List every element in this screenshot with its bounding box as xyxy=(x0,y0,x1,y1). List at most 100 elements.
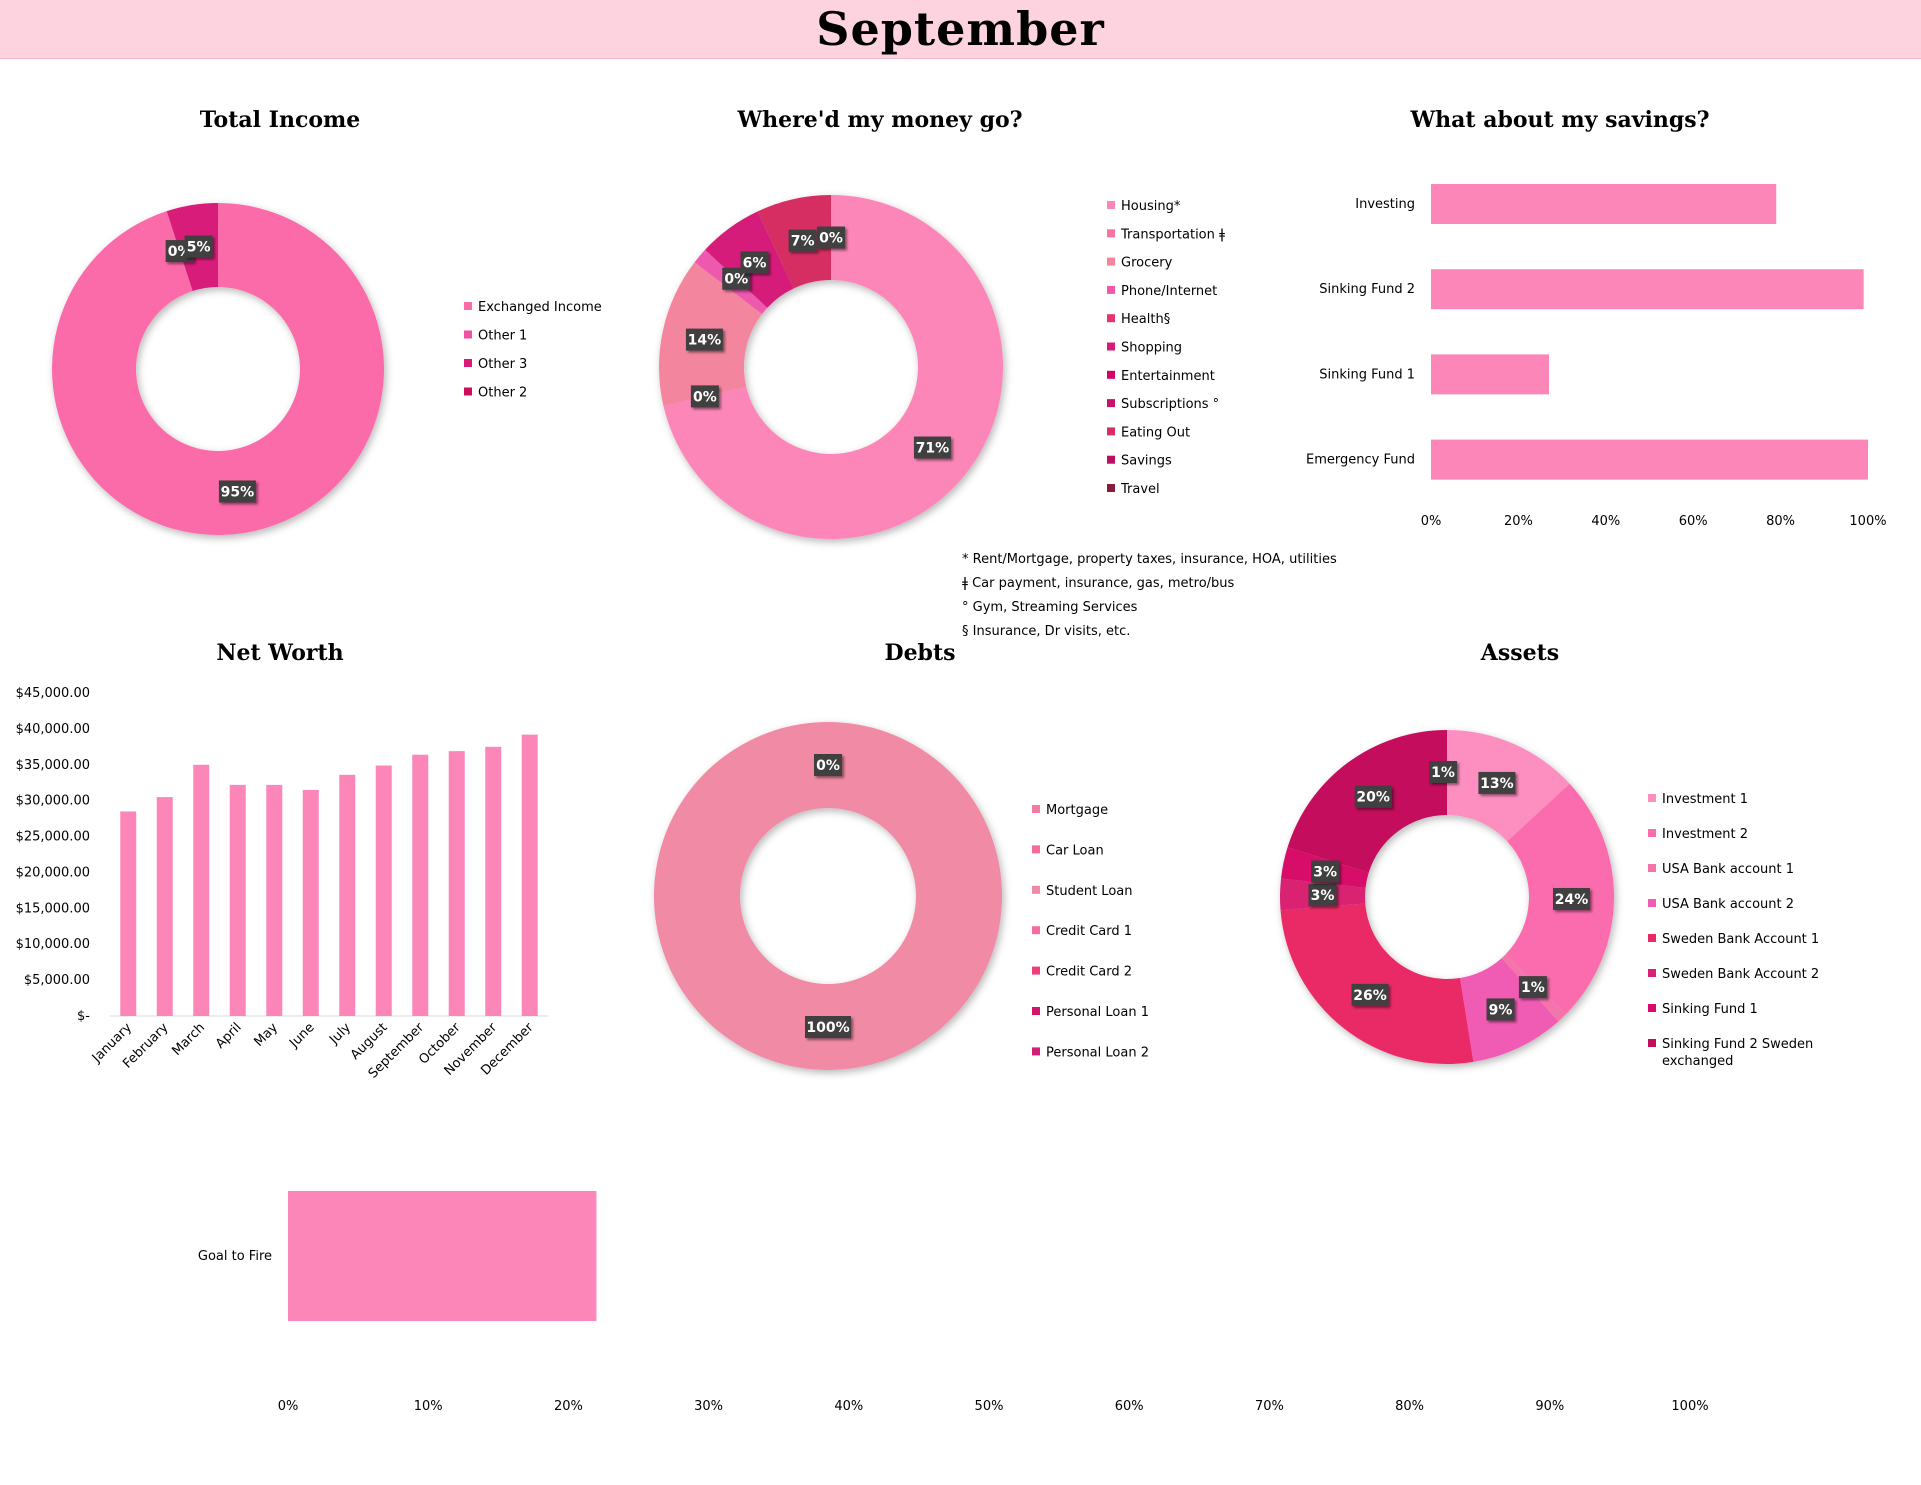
assets-data-label-1-text: 24% xyxy=(1555,892,1589,908)
savings-chart-title: What about my savings? xyxy=(1410,107,1710,133)
spending-chart-title: Where'd my money go? xyxy=(737,107,1023,133)
spending-data-label-10-text: 0% xyxy=(819,231,843,247)
assets-data-label-7-box xyxy=(1354,785,1392,808)
spending-legend-label-6: Entertainment xyxy=(1121,369,1215,384)
assets-data-label-3: 9% xyxy=(1486,998,1515,1021)
networth-y-tick-4: $20,000.00 xyxy=(16,865,90,880)
assets-legend-label-2: USA Bank account 1 xyxy=(1662,862,1794,877)
income-legend-swatch-2 xyxy=(464,359,472,367)
fire-x-tick-5: 50% xyxy=(975,1399,1004,1414)
networth-x-tick-6: July xyxy=(326,1020,354,1048)
assets-data-label-6-box xyxy=(1311,860,1340,883)
assets-legend-label-7: Sinking Fund 2 Sweden xyxy=(1662,1037,1813,1052)
spending-data-label-5-text: 6% xyxy=(743,255,767,271)
assets-data-label-3-text: 9% xyxy=(1489,1002,1513,1018)
debts-legend-label-1: Car Loan xyxy=(1046,843,1104,858)
networth-bar-4 xyxy=(266,784,283,1016)
assets-data-label-extra-text: 1% xyxy=(1431,765,1455,781)
networth-y-tick-6: $30,000.00 xyxy=(16,794,90,809)
debts-legend-swatch-5 xyxy=(1032,1007,1040,1015)
savings-x-tick-5: 100% xyxy=(1849,514,1886,529)
assets-legend-label-4: Sweden Bank Account 1 xyxy=(1662,932,1819,947)
savings-x-tick-0: 0% xyxy=(1421,514,1442,529)
assets-legend-swatch-3 xyxy=(1648,899,1656,907)
networth-y-tick-3: $15,000.00 xyxy=(16,901,90,916)
assets-data-label-1-box xyxy=(1552,887,1590,910)
fire-x-tick-2: 20% xyxy=(554,1399,583,1414)
debts-legend-swatch-0 xyxy=(1032,805,1040,813)
assets-data-label-5: 3% xyxy=(1308,884,1337,907)
assets-legend-label-0: Investment 1 xyxy=(1662,792,1748,807)
networth-x-tick-4: May xyxy=(251,1020,281,1050)
savings-category-label-0: Investing xyxy=(1355,197,1415,212)
assets-data-label-0-text: 13% xyxy=(1480,776,1514,792)
networth-bar-1 xyxy=(156,797,173,1016)
networth-bar-6 xyxy=(339,774,356,1016)
income-legend-swatch-1 xyxy=(464,330,472,339)
assets-legend-label-5: Sweden Bank Account 2 xyxy=(1662,967,1819,982)
income-data-label-2-box xyxy=(184,235,213,258)
title-banner xyxy=(0,0,1921,59)
spending-footnotes: * Rent/Mortgage, property taxes, insuran… xyxy=(962,548,1337,644)
spending-data-label-1-box xyxy=(690,385,719,408)
networth-bar-7 xyxy=(375,765,392,1016)
spending-data-label-0-box xyxy=(913,436,951,459)
debts-legend-label-2: Student Loan xyxy=(1046,884,1132,899)
savings-x-tick-1: 20% xyxy=(1504,514,1533,529)
assets-data-label-5-text: 3% xyxy=(1311,888,1335,904)
networth-chart-title: Net Worth xyxy=(216,640,344,666)
savings-x-tick-3: 60% xyxy=(1679,514,1708,529)
fire-x-tick-0: 0% xyxy=(278,1399,299,1414)
income-legend-swatch-0 xyxy=(464,302,472,310)
income-legend-label-2: Other 3 xyxy=(478,357,527,372)
networth-y-tick-7: $35,000.00 xyxy=(16,758,90,773)
assets-legend-swatch-5 xyxy=(1648,969,1656,977)
spending-legend-label-3: Phone/Internet xyxy=(1121,284,1217,299)
assets-data-label-extra: 1% xyxy=(1429,761,1457,783)
assets-legend-swatch-1 xyxy=(1648,829,1656,837)
spending-legend-swatch-4 xyxy=(1107,314,1115,323)
fire-goal-bar xyxy=(288,1191,597,1321)
income-data-label-0-text: 95% xyxy=(221,484,255,500)
savings-category-label-2: Sinking Fund 1 xyxy=(1319,367,1415,382)
fire-x-tick-4: 40% xyxy=(834,1399,863,1414)
assets-legend-label-1: Investment 2 xyxy=(1662,827,1748,842)
footnote-transportation: ǂ Car payment, insurance, gas, metro/bus xyxy=(962,576,1235,591)
assets-data-label-0-box xyxy=(1478,771,1516,794)
fire-x-tick-1: 10% xyxy=(414,1399,443,1414)
assets-data-label-4-box xyxy=(1351,983,1389,1006)
spending-legend-label-9: Savings xyxy=(1121,454,1172,469)
debts-legend-label-0: Mortgage xyxy=(1046,803,1108,818)
spending-legend-label-8: Eating Out xyxy=(1121,425,1190,440)
spending-data-label-2-text: 14% xyxy=(688,333,722,349)
networth-x-tick-2: March xyxy=(169,1020,208,1059)
spending-legend-label-10: Travel xyxy=(1120,482,1160,497)
assets-data-label-6: 3% xyxy=(1311,860,1340,883)
networth-bar-3 xyxy=(229,784,246,1016)
assets-data-label-4-text: 26% xyxy=(1353,988,1387,1004)
income-legend-label-3: Other 2 xyxy=(478,386,527,401)
assets-legend-swatch-2 xyxy=(1648,864,1656,872)
income-donut xyxy=(51,203,384,535)
fire-x-tick-9: 90% xyxy=(1535,1399,1564,1414)
assets-data-label-extra-box xyxy=(1429,761,1457,783)
spending-legend-label-4: Health§ xyxy=(1121,312,1170,327)
savings-x-tick-4: 80% xyxy=(1766,514,1795,529)
networth-y-tick-0: $- xyxy=(77,1009,90,1024)
debts-legend-swatch-1 xyxy=(1032,845,1040,854)
spending-legend-swatch-6 xyxy=(1107,370,1115,379)
spending-data-label-0-text: 71% xyxy=(916,441,950,457)
spending-legend-swatch-10 xyxy=(1107,484,1115,492)
spending-legend-swatch-9 xyxy=(1107,455,1115,464)
networth-x-tick-5: June xyxy=(286,1020,317,1051)
assets-legend-label-7-cont: exchanged xyxy=(1662,1054,1733,1069)
spending-data-label-2-box xyxy=(685,328,723,351)
savings-category-label-3: Emergency Fund xyxy=(1306,453,1415,468)
assets-legend-label-6: Sinking Fund 1 xyxy=(1662,1002,1758,1017)
debts-data-label-2: 100% xyxy=(805,1016,851,1038)
networth-bar-5 xyxy=(302,789,319,1016)
spending-data-label-10-box xyxy=(817,226,845,249)
spending-data-label-4-text: 0% xyxy=(724,272,748,288)
assets-data-label-3-box xyxy=(1486,998,1515,1021)
